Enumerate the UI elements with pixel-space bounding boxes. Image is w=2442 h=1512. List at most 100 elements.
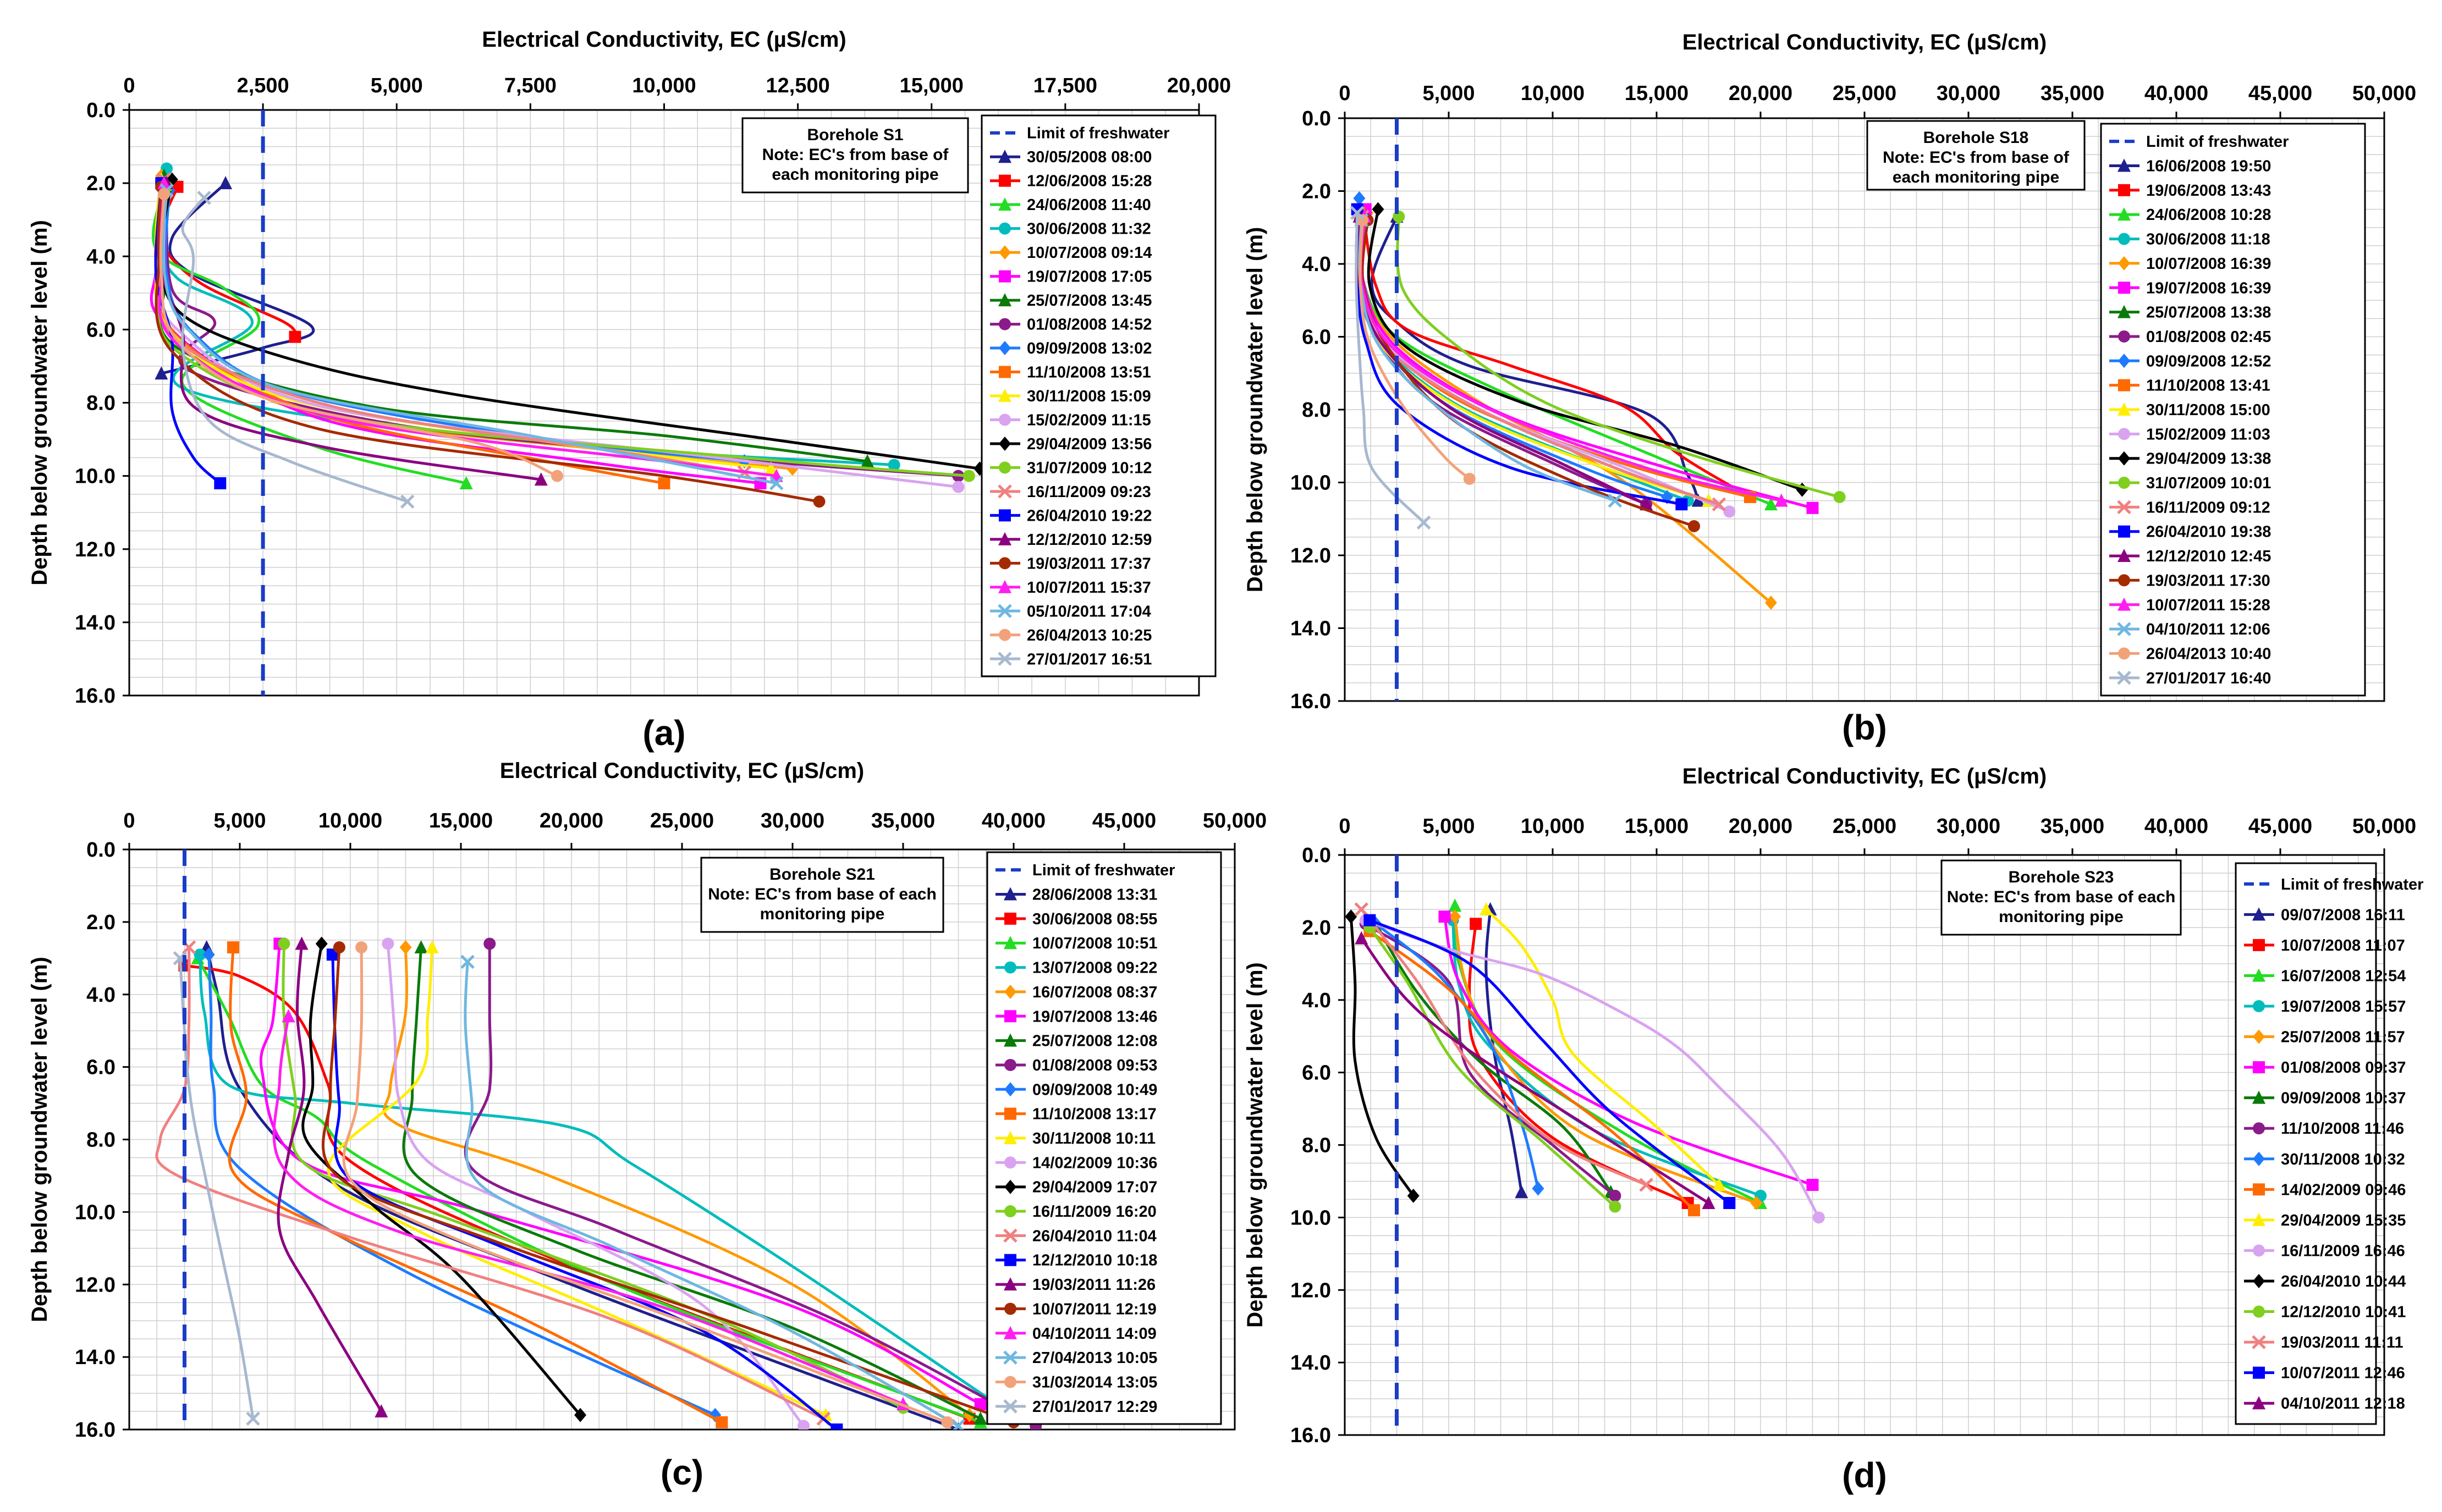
- data-point-a: [551, 470, 563, 482]
- legend-marker-a: [999, 341, 1011, 356]
- legend-marker-b: [2118, 305, 2131, 318]
- y-tick-label-c: 2.0: [86, 911, 116, 934]
- y-axis-title-c: Depth below groundwater level (m): [28, 957, 52, 1322]
- y-tick-label-a: 8.0: [86, 392, 116, 415]
- x-tick-label-a: 17,500: [1033, 74, 1097, 97]
- data-point-c: [425, 940, 439, 954]
- x-tick-label-b: 25,000: [1833, 82, 1896, 105]
- y-tick-label-a: 16.0: [75, 685, 116, 708]
- legend-entry-c: 27/04/2013 10:05: [1032, 1349, 1157, 1367]
- x-tick-label-a: 12,500: [766, 74, 830, 97]
- y-tick-label-d: 6.0: [1302, 1062, 1331, 1085]
- legend-marker-a: [999, 628, 1011, 641]
- series-line-b: [1355, 213, 1425, 524]
- legend-marker-a: [999, 174, 1011, 187]
- legend-marker-c: [1004, 1303, 1016, 1315]
- legend-marker-d: [2253, 1183, 2265, 1196]
- x-tick-label-a: 7,500: [504, 74, 557, 97]
- data-point-a: [155, 366, 168, 380]
- legend-marker-a: [998, 293, 1011, 307]
- legend-entry-c: 01/08/2008 09:53: [1032, 1057, 1157, 1074]
- panel-b: Electrical Conductivity, EC (µS/cm) 0 5,00…: [1243, 30, 2416, 747]
- legend-marker-d: [2253, 1122, 2265, 1135]
- legend-entry-d: 19/07/2008 15:57: [2281, 998, 2406, 1016]
- legend-marker-a: [998, 150, 1011, 163]
- legend-marker-b: [2118, 451, 2130, 466]
- x-tick-label-d: 10,000: [1521, 815, 1585, 838]
- legend-entry-d: 25/07/2008 11:57: [2281, 1029, 2405, 1046]
- legend-entry-b: 10/07/2011 15:28: [2146, 597, 2270, 614]
- legend-entry-c: 26/04/2010 11:04: [1032, 1227, 1157, 1245]
- data-point-b: [1356, 214, 1369, 227]
- legend-marker-b: [2117, 671, 2131, 685]
- data-point-c: [333, 941, 345, 954]
- x-tick-label-c: 50,000: [1203, 809, 1267, 832]
- legend-marker-b: [2118, 256, 2130, 271]
- legend-entry-d: 09/09/2008 10:37: [2281, 1090, 2406, 1107]
- legend-entry-c: 30/06/2008 08:55: [1032, 910, 1157, 928]
- data-point-c: [194, 948, 206, 961]
- data-point-a: [214, 477, 227, 489]
- series-line-c: [259, 943, 981, 1406]
- legend-entry-b: 04/10/2011 12:06: [2146, 621, 2270, 638]
- legend-entry-a: 24/06/2008 11:40: [1027, 196, 1151, 214]
- y-tick-label-b: 16.0: [1290, 690, 1331, 713]
- y-axis-title-b: Depth below groundwater level (m): [1243, 227, 1267, 593]
- data-point-a: [289, 330, 301, 343]
- data-point-b: [1372, 202, 1384, 217]
- series-line-c: [382, 947, 971, 1416]
- data-point-d: [1750, 1196, 1763, 1210]
- x-tick-label-c: 20,000: [540, 809, 603, 832]
- y-tick-label-b: 0.0: [1302, 107, 1331, 130]
- y-tick-label-c: 8.0: [86, 1129, 116, 1152]
- y-tick-label-b: 12.0: [1290, 544, 1331, 567]
- data-point-c: [483, 937, 496, 950]
- legend-marker-b: [2118, 207, 2131, 221]
- x-tick-label-b: 20,000: [1729, 82, 1792, 105]
- data-point-d: [1345, 909, 1357, 924]
- data-point-a: [158, 188, 170, 201]
- legend-entry-d: 10/07/2008 11:07: [2281, 937, 2405, 954]
- data-point-c: [246, 1411, 260, 1426]
- legend-marker-b: [2118, 379, 2130, 391]
- legend-entry-c: 16/07/2008 08:37: [1032, 984, 1157, 1001]
- legend-entry-a: 15/02/2009 11:15: [1027, 411, 1151, 429]
- legend-entry-c: 04/10/2011 14:09: [1032, 1325, 1157, 1343]
- legend-entry-d: 30/11/2008 10:32: [2281, 1151, 2405, 1168]
- x-tick-label-d: 25,000: [1833, 815, 1896, 838]
- x-tick-label-b: 0: [1339, 82, 1350, 105]
- y-tick-label-c: 4.0: [86, 984, 116, 1007]
- legend-marker-b: [2118, 233, 2130, 245]
- legend-entry-d: 14/02/2009 09:46: [2281, 1181, 2406, 1199]
- data-point-c: [574, 1408, 587, 1422]
- legend-marker-a: [999, 413, 1011, 426]
- legend-marker-b: [2118, 549, 2131, 562]
- legend-marker-d: [2252, 1335, 2266, 1349]
- series-group-a: [150, 162, 986, 509]
- y-tick-label-c: 0.0: [86, 838, 116, 862]
- data-point-c: [399, 940, 412, 955]
- panel-label-d: (d): [1842, 1455, 1887, 1495]
- y-tick-label-a: 6.0: [86, 318, 116, 341]
- legend-marker-d: [2253, 1305, 2265, 1318]
- legend-box-a: [981, 114, 1217, 677]
- legend-entry-a: 12/12/2010 12:59: [1027, 531, 1152, 549]
- legend-marker-c: [1004, 887, 1017, 901]
- legend-entry-a: 27/01/2017 16:51: [1027, 650, 1152, 668]
- x-tick-label-b: 30,000: [1937, 82, 2000, 105]
- x-tick-label-d: 45,000: [2248, 815, 2312, 838]
- note-line-d: Borehole S23: [2009, 868, 2114, 886]
- note-line-c: monitoring pipe: [760, 905, 885, 923]
- legend-marker-a: [998, 532, 1011, 545]
- data-point-a: [219, 176, 233, 190]
- legend-freshwater-label-b: Limit of freshwater: [2146, 133, 2289, 151]
- x-tick-label-b: 5,000: [1422, 82, 1475, 105]
- x-tick-label-d: 35,000: [2041, 815, 2104, 838]
- y-tick-label-c: 14.0: [75, 1346, 116, 1369]
- legend-marker-c: [1004, 1179, 1016, 1194]
- data-point-a: [963, 470, 975, 482]
- data-point-a: [534, 472, 548, 486]
- legend-marker-b: [2117, 622, 2131, 636]
- legend-marker-d: [2253, 1244, 2265, 1257]
- data-point-c: [798, 1420, 810, 1430]
